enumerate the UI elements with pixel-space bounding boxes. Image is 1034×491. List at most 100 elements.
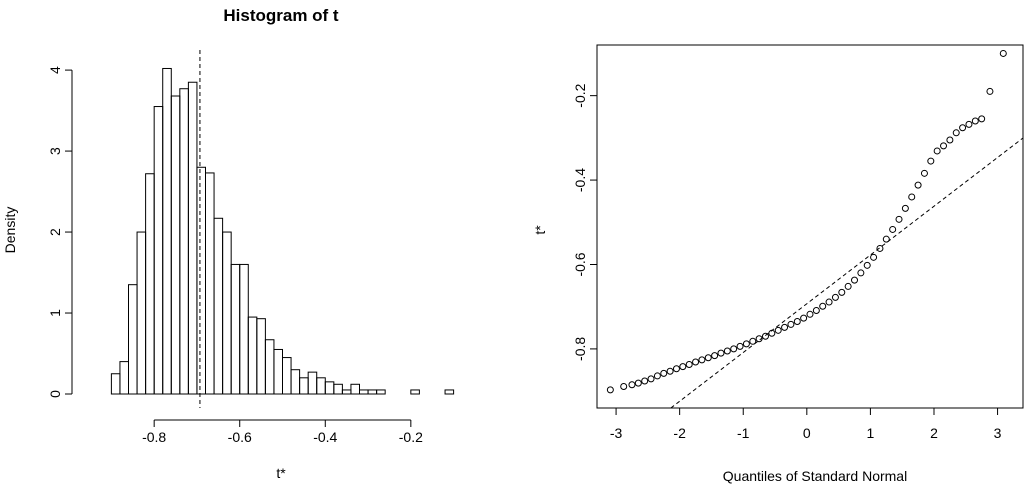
hist-xlabel: t* (276, 465, 286, 481)
hist-bar (222, 231, 232, 395)
hist-bar (145, 173, 155, 395)
qq-point (876, 244, 884, 252)
hist-bar (350, 383, 361, 395)
qq-point (679, 363, 687, 371)
qq-point (965, 120, 973, 128)
hist-bar (256, 318, 266, 395)
qq-y-tick-label: -0.2 (572, 83, 588, 107)
qq-point (889, 225, 897, 233)
qq-point (755, 335, 763, 343)
hist-bar (316, 377, 326, 395)
qq-point (647, 375, 655, 383)
qq-point (870, 253, 878, 261)
hist-bar (213, 217, 224, 395)
qq-ylabel: t* (532, 225, 548, 235)
hist-x-tick-label: -0.8 (142, 429, 166, 445)
hist-bar (273, 348, 284, 395)
qq-point (901, 204, 909, 212)
qq-point (959, 124, 967, 132)
qq-point (634, 379, 642, 387)
qq-point (653, 372, 661, 380)
qq-point (742, 340, 750, 348)
qq-point (933, 147, 941, 155)
qq-point (787, 320, 795, 328)
qq-x-tick-label: -1 (737, 425, 750, 441)
qq-point (692, 358, 700, 366)
qq-point (736, 342, 744, 350)
qq-point (986, 87, 994, 95)
qq-point (730, 345, 738, 353)
hist-bar (136, 231, 147, 395)
qq-point (863, 261, 871, 269)
hist-bars (110, 67, 455, 395)
qq-x-tick-label: 3 (994, 425, 1002, 441)
hist-bar (282, 357, 292, 395)
hist-y-tick-label: 3 (47, 147, 63, 155)
hist-bar (205, 172, 215, 395)
qq-point (806, 310, 814, 318)
qq-point (800, 314, 808, 322)
hist-x-axis: -0.8 -0.6 -0.4 -0.2 (142, 419, 423, 445)
hist-bar (341, 389, 352, 395)
qq-point (761, 332, 769, 340)
hist-x-tick-label: -0.6 (228, 429, 252, 445)
hist-title: Histogram of t (223, 6, 339, 25)
qq-point (666, 367, 674, 375)
qq-point (819, 302, 827, 310)
qq-y-tick-label: -0.6 (572, 252, 588, 276)
qq-points (606, 49, 1007, 394)
hist-bar (153, 106, 164, 395)
qq-point (857, 269, 865, 277)
qq-point (940, 142, 948, 150)
hist-bar (410, 389, 420, 395)
qq-point (831, 293, 839, 301)
qq-point (672, 365, 680, 373)
hist-bar (376, 389, 386, 395)
hist-y-tick-label: 4 (47, 66, 63, 74)
hist-y-axis: 0 1 2 3 4 (47, 66, 73, 398)
qq-point (882, 235, 890, 243)
hist-bar (230, 263, 241, 395)
qq-reference-line (670, 137, 1024, 409)
qq-point (812, 306, 820, 314)
qq-panel: -3 -2 -1 0 1 2 3 -0.8 -0.6 -0.4 -0.2 Quantiles of… (532, 44, 1024, 484)
qq-point (908, 193, 916, 201)
qq-point (999, 49, 1007, 57)
qq-y-tick-label: -0.8 (572, 337, 588, 361)
qq-xlabel: Quantiles of Standard Normal (723, 468, 907, 484)
hist-bar (324, 381, 335, 395)
hist-bar (239, 263, 249, 395)
hist-bar (128, 284, 138, 395)
qq-point (660, 369, 668, 377)
qq-plot-frame (596, 44, 1024, 409)
qq-point (844, 282, 852, 290)
qq-point (851, 276, 859, 284)
qq-x-tick-label: 0 (803, 425, 811, 441)
qq-point (825, 298, 833, 306)
hist-x-tick-label: -0.4 (313, 429, 337, 445)
qq-point (774, 326, 782, 334)
qq-y-axis: -0.8 -0.6 -0.4 -0.2 (572, 83, 597, 361)
hist-bar (290, 369, 301, 395)
hist-bar (359, 389, 369, 395)
qq-point (927, 157, 935, 165)
hist-bar (307, 371, 318, 395)
qq-point (717, 349, 725, 357)
qq-ref-line (670, 137, 1024, 409)
qq-point (749, 337, 757, 345)
hist-bar (162, 67, 172, 395)
qq-x-tick-label: 1 (867, 425, 875, 441)
hist-bar (170, 95, 181, 395)
qq-point (895, 215, 903, 223)
qq-point (838, 288, 846, 296)
qq-point (698, 356, 706, 364)
qq-point (971, 117, 979, 125)
qq-point (793, 317, 801, 325)
hist-x-tick-label: -0.2 (399, 429, 423, 445)
hist-bar (333, 383, 343, 395)
hist-bar (264, 339, 275, 395)
hist-bar (179, 88, 189, 395)
qq-x-tick-label: -2 (673, 425, 686, 441)
qq-point (685, 361, 693, 369)
hist-bar (187, 81, 198, 395)
